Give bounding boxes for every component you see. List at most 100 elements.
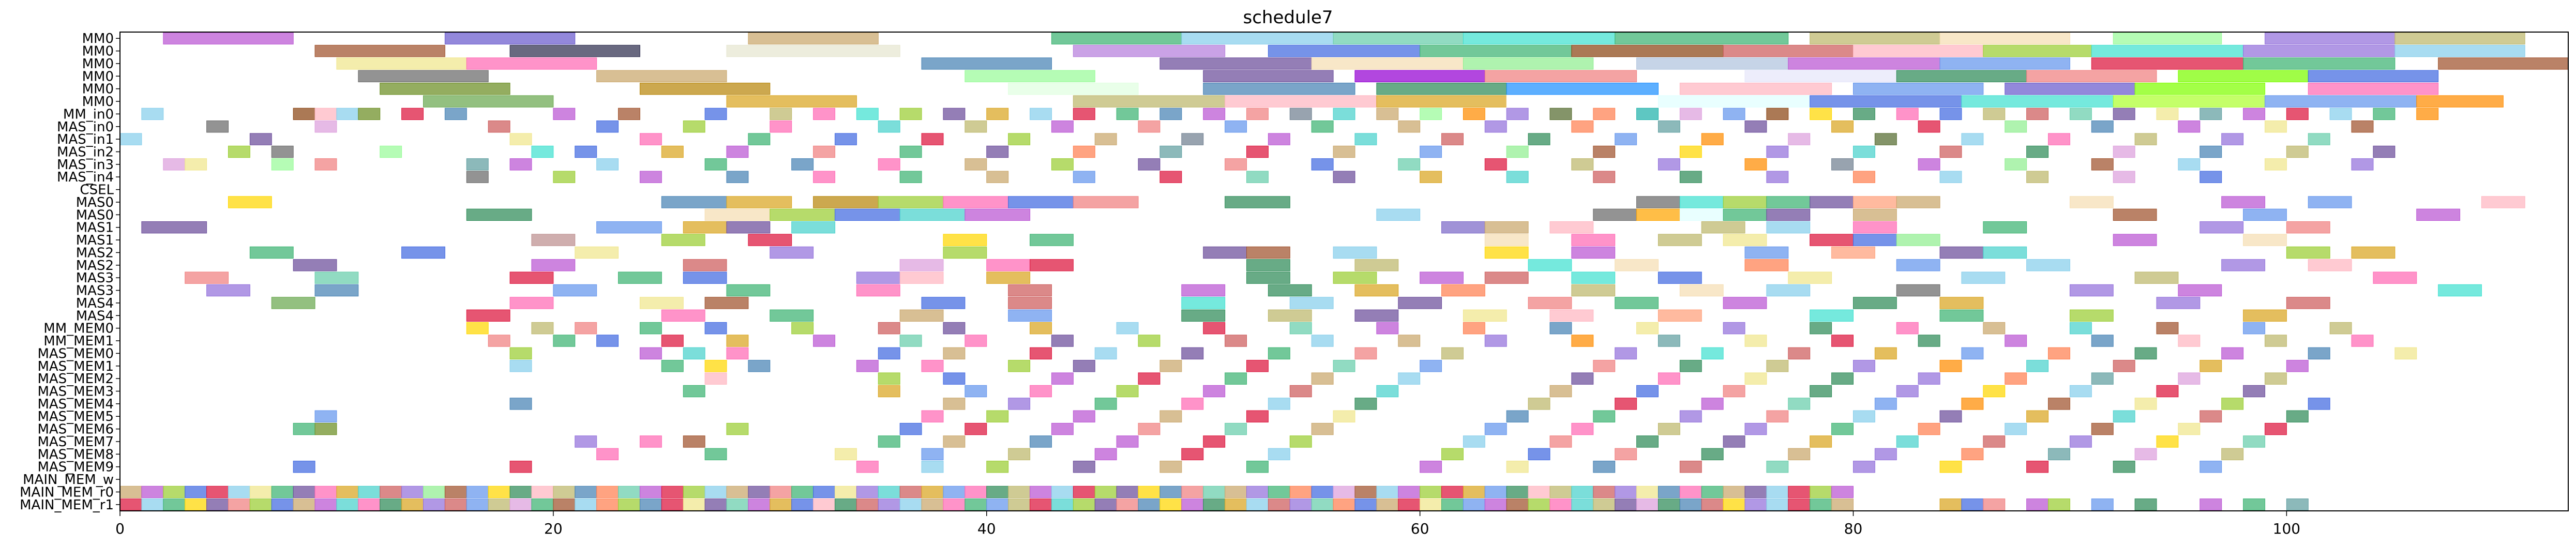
gantt-bar	[921, 133, 944, 145]
gantt-bar	[1961, 398, 1984, 410]
gantt-bar	[2048, 398, 2070, 410]
gantt-bar	[1701, 398, 1724, 410]
gantt-bar	[1203, 108, 1226, 120]
gantt-bar	[293, 259, 337, 271]
y-tick-label: MAS_in4	[57, 170, 114, 185]
gantt-bar	[1744, 120, 1767, 133]
gantt-bar	[1181, 309, 1226, 322]
gantt-bar	[1333, 246, 1377, 259]
gantt-bar	[1939, 309, 1984, 322]
gantt-bar	[986, 259, 1031, 271]
gantt-bar	[1333, 498, 1355, 511]
gantt-bar	[206, 486, 229, 498]
gantt-bar	[1073, 461, 1095, 473]
gantt-bar	[509, 486, 532, 498]
gantt-bar	[2134, 347, 2157, 360]
gantt-bar	[1463, 322, 1485, 335]
gantt-bar	[1506, 498, 1529, 511]
gantt-bar	[1420, 486, 1442, 498]
gantt-bar	[1398, 486, 1421, 498]
gantt-bar	[466, 322, 489, 335]
gantt-bar	[2134, 498, 2157, 511]
gantt-bar	[336, 486, 359, 498]
gantt-bar	[1398, 498, 1421, 511]
gantt-bar	[1549, 108, 1572, 120]
gantt-bar	[401, 486, 424, 498]
gantt-bar	[271, 297, 315, 309]
gantt-bar	[1571, 498, 1594, 511]
gantt-bar	[466, 57, 597, 70]
gantt-bar	[2113, 108, 2135, 120]
gantt-bar	[119, 498, 142, 511]
gantt-bar	[1744, 486, 1767, 498]
gantt-bar	[2264, 158, 2287, 171]
gantt-bar	[943, 322, 966, 335]
gantt-bar	[1376, 82, 1507, 95]
gantt-bar	[1506, 486, 1529, 498]
gantt-bar	[899, 208, 966, 221]
gantt-bar	[856, 271, 900, 284]
gantt-bar	[1376, 95, 1507, 108]
gantt-bar	[1918, 120, 1940, 133]
gantt-bar	[314, 271, 359, 284]
gantt-bar	[1376, 208, 1421, 221]
gantt-bar	[2069, 108, 2092, 120]
gantt-bar	[1896, 259, 1940, 271]
gantt-bar	[1311, 57, 1464, 70]
gantt-bar	[1094, 133, 1117, 145]
gantt-bar	[1159, 461, 1182, 473]
gantt-bar	[661, 486, 684, 498]
gantt-bar	[2026, 498, 2049, 511]
gantt-bar	[921, 297, 966, 309]
gantt-bar	[2264, 120, 2287, 133]
gantt-bar	[553, 335, 576, 347]
gantt-bar	[401, 108, 424, 120]
gantt-bar	[1679, 145, 1702, 158]
gantt-bar	[185, 158, 207, 171]
gantt-bar	[1571, 284, 1616, 297]
gantt-bar	[704, 208, 771, 221]
gantt-bar	[1333, 145, 1355, 158]
gantt-bar	[1289, 385, 1312, 398]
gantt-bar	[1030, 322, 1052, 335]
gantt-bar	[2005, 422, 2027, 435]
gantt-bar	[1159, 57, 1312, 70]
gantt-bar	[444, 498, 467, 511]
gantt-bar	[1030, 486, 1052, 498]
gantt-bar	[1723, 435, 1745, 448]
gantt-bar	[575, 322, 597, 335]
gantt-bar	[1484, 234, 1529, 246]
gantt-bar	[1484, 221, 1529, 234]
gantt-bar	[1268, 44, 1421, 57]
gantt-bar	[1831, 335, 1854, 347]
gantt-bar	[1268, 347, 1290, 360]
gantt-bar	[704, 158, 727, 171]
gantt-bar	[2048, 498, 2070, 511]
gantt-bar	[899, 309, 944, 322]
y-tick-label: MAIN_MEM_r0	[20, 485, 114, 500]
gantt-bar	[1831, 120, 1854, 133]
gantt-bar	[1116, 435, 1139, 448]
gantt-bar	[813, 335, 835, 347]
gantt-bar	[1268, 448, 1290, 461]
gantt-bar	[878, 347, 900, 360]
gantt-bar	[336, 57, 467, 70]
y-tick-label: MAS_MEM0	[37, 346, 114, 361]
gantt-bar	[834, 133, 857, 145]
gantt-bar	[878, 158, 900, 171]
gantt-bar	[2243, 44, 2396, 57]
gantt-bar	[1615, 486, 1637, 498]
gantt-bar	[1311, 498, 1334, 511]
gantt-bar	[986, 271, 1031, 284]
gantt-bar	[1354, 284, 1399, 297]
gantt-bar	[2243, 322, 2265, 335]
gantt-bar	[2351, 120, 2374, 133]
gantt-bar	[2308, 70, 2439, 82]
gantt-bar	[314, 108, 337, 120]
gantt-bar	[770, 108, 792, 120]
gantt-bar	[1484, 498, 1507, 511]
gantt-bar	[2091, 57, 2244, 70]
gantt-bar	[1051, 158, 1074, 171]
gantt-bar	[1484, 271, 1529, 284]
gantt-bar	[1636, 196, 1680, 208]
